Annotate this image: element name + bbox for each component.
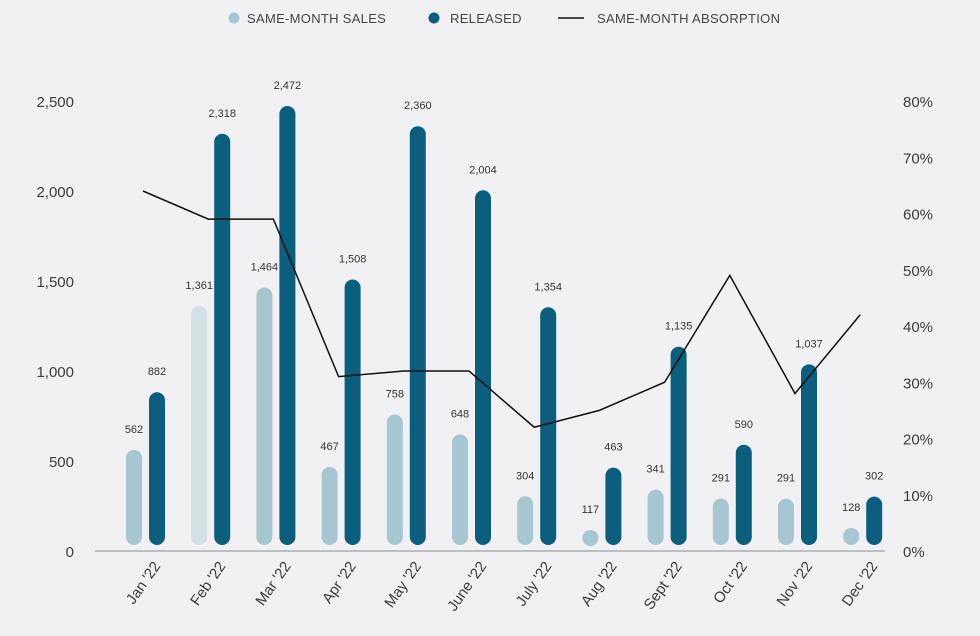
data-label-released: 2,318 xyxy=(208,108,236,120)
x-tick-label: July '22 xyxy=(513,559,556,610)
data-label-same-month-sales: 562 xyxy=(125,424,143,436)
bar-released xyxy=(344,279,361,545)
bar-same-month-sales xyxy=(647,489,664,545)
x-tick-label: Oct '22 xyxy=(710,559,751,607)
x-tick-label: Mar '22 xyxy=(252,559,294,609)
y-right-tick-label: 30% xyxy=(903,375,933,392)
bar-same-month-sales xyxy=(386,414,403,545)
data-label-released: 302 xyxy=(865,471,883,483)
bar-released xyxy=(670,346,687,545)
data-label-same-month-sales: 304 xyxy=(516,470,534,482)
data-label-same-month-sales: 128 xyxy=(842,502,860,514)
bar-same-month-sales xyxy=(452,434,468,545)
bar-released xyxy=(735,444,752,545)
y-right-tick-label: 60% xyxy=(903,207,933,224)
legend-marker-0 xyxy=(228,12,240,24)
data-label-released: 1,037 xyxy=(795,338,823,350)
y-left-tick-label: 1,500 xyxy=(36,274,74,291)
data-label-same-month-sales: 648 xyxy=(451,408,469,420)
data-label-same-month-sales: 341 xyxy=(646,464,664,476)
data-label-released: 1,135 xyxy=(665,321,693,333)
legend-label-0: SAME-MONTH SALES xyxy=(247,11,386,26)
y-right-tick-label: 20% xyxy=(903,432,933,449)
absorption-line xyxy=(142,190,861,429)
bar-same-month-sales xyxy=(778,498,794,545)
bar-released xyxy=(149,392,165,545)
y-right-tick-label: 70% xyxy=(903,150,933,167)
bar-same-month-sales xyxy=(191,306,208,545)
y-left-tick-label: 0 xyxy=(66,544,74,561)
y-right-tick-label: 40% xyxy=(903,319,933,336)
bar-released xyxy=(279,106,296,545)
bar-released xyxy=(540,307,557,545)
x-tick-label: Dec '22 xyxy=(839,559,882,610)
x-tick-label: Jan '22 xyxy=(123,559,164,608)
bar-same-month-sales xyxy=(517,496,534,545)
bar-released xyxy=(475,190,491,545)
bar-released xyxy=(409,126,426,545)
y-left-tick-label: 2,500 xyxy=(36,94,74,111)
y-right-tick-label: 10% xyxy=(903,488,933,505)
y-right-tick-label: 0% xyxy=(903,544,925,561)
x-tick-label: Sept '22 xyxy=(641,559,686,613)
data-label-released: 590 xyxy=(735,419,753,431)
x-tick-label: Aug '22 xyxy=(578,559,621,610)
bar-released xyxy=(605,467,622,545)
data-label-same-month-sales: 291 xyxy=(777,473,795,485)
data-label-released: 2,472 xyxy=(274,80,302,92)
data-label-same-month-sales: 467 xyxy=(320,441,338,453)
bar-same-month-sales xyxy=(582,529,599,546)
data-label-same-month-sales: 1,361 xyxy=(185,280,213,292)
data-label-released: 2,360 xyxy=(404,100,432,112)
bar-same-month-sales xyxy=(256,287,273,545)
data-label-same-month-sales: 291 xyxy=(712,473,730,485)
data-label-released: 1,354 xyxy=(534,281,562,293)
bar-released xyxy=(214,133,231,545)
y-left-tick-label: 1,000 xyxy=(36,364,74,381)
bar-same-month-sales xyxy=(126,449,142,545)
y-right-tick-label: 50% xyxy=(903,263,933,280)
x-tick-label: June '22 xyxy=(444,559,490,615)
data-label-released: 2,004 xyxy=(469,164,497,176)
legend-label-1: RELEASED xyxy=(450,11,522,26)
y-left-tick-label: 500 xyxy=(49,454,74,471)
x-tick-label: Feb '22 xyxy=(187,559,229,609)
bar-released xyxy=(866,496,883,545)
data-label-released: 882 xyxy=(148,366,166,378)
bar-released xyxy=(801,364,817,545)
x-tick-label: May '22 xyxy=(381,559,425,611)
data-label-same-month-sales: 758 xyxy=(386,389,404,401)
data-label-same-month-sales: 1,464 xyxy=(251,261,279,273)
y-left-tick-label: 2,000 xyxy=(36,184,74,201)
bar-same-month-sales xyxy=(843,527,860,545)
x-tick-label: Nov '22 xyxy=(773,559,816,610)
legend-label-2: SAME-MONTH ABSORPTION xyxy=(597,11,780,26)
bar-same-month-sales xyxy=(321,466,338,545)
x-tick-label: Apr '22 xyxy=(319,559,360,607)
data-label-released: 463 xyxy=(604,442,622,454)
bar-same-month-sales xyxy=(712,498,729,545)
legend-marker-1 xyxy=(428,12,440,24)
data-label-same-month-sales: 117 xyxy=(582,504,600,516)
y-right-tick-label: 80% xyxy=(903,94,933,111)
data-label-released: 1,508 xyxy=(339,254,367,266)
